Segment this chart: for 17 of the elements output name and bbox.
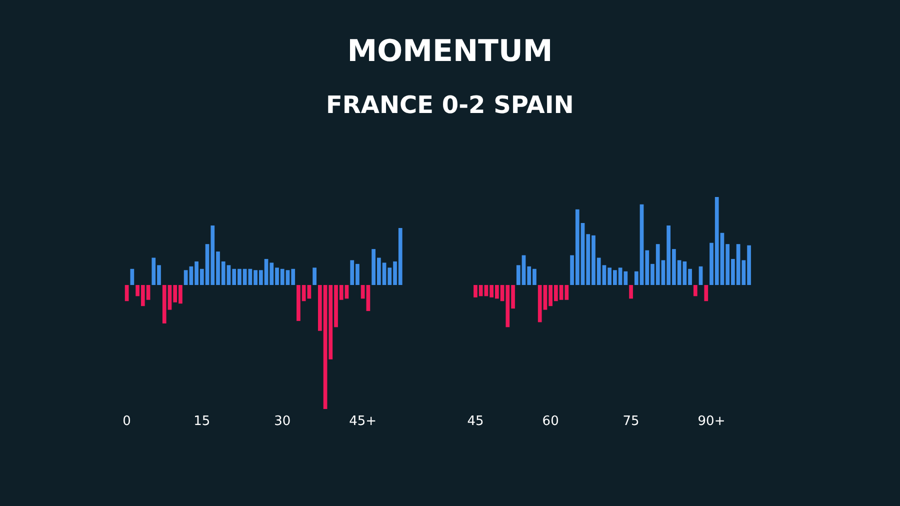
bar <box>130 268 134 285</box>
x-tick-label: 15 <box>194 414 210 429</box>
x-tick-label: 45+ <box>349 414 377 429</box>
bar <box>704 285 708 302</box>
x-tick-label: 0 <box>122 414 131 429</box>
chart-title: MOMENTUM <box>347 34 553 70</box>
bar <box>698 266 703 285</box>
x-tick-label: 60 <box>542 414 559 429</box>
x-tick-label: 90+ <box>698 414 726 429</box>
bar <box>312 268 316 285</box>
x-tick-label: 75 <box>622 414 640 429</box>
bar <box>124 285 129 302</box>
x-tick-label: 45 <box>467 414 484 429</box>
x-tick-label: 30 <box>274 414 291 429</box>
bar <box>693 285 698 296</box>
chart-subtitle: FRANCE 0-2 SPAIN <box>326 91 574 119</box>
bar <box>629 285 633 299</box>
